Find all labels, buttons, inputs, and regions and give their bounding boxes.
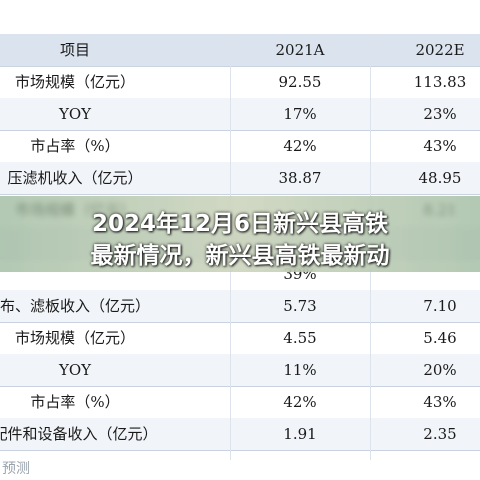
header-cell: 项目 bbox=[59, 41, 90, 59]
table-cell: 压滤机收入（亿元） bbox=[7, 169, 143, 187]
table-row: YOY 11% 20% bbox=[0, 354, 480, 387]
table-cell: 市占率（%） bbox=[30, 393, 120, 411]
table-cell: 23% bbox=[423, 105, 457, 123]
header-row: 项目 2021A 2022E bbox=[0, 34, 480, 67]
overlay-line: 最新情况，新兴县高铁最新动 bbox=[90, 243, 390, 269]
table-row: 市占率（%） 42% 43% bbox=[0, 130, 480, 163]
table-cell: 17% bbox=[283, 105, 317, 123]
table-row: 配件和设备收入（亿元） 1.91 2.35 bbox=[0, 418, 480, 451]
table-cell: 4.55 bbox=[283, 329, 317, 347]
table-cell: YOY bbox=[58, 361, 92, 379]
table-cell: 市场规模（亿元） bbox=[14, 73, 135, 91]
table-row: 市场规模（亿元） 92.55 113.83 bbox=[0, 66, 480, 99]
table-cell: 48.95 bbox=[418, 169, 462, 187]
table-cell: 市占率（%） bbox=[30, 137, 120, 155]
table-cell: 42% bbox=[283, 137, 317, 155]
table-cell: 1.91 bbox=[283, 425, 317, 443]
table-cell: 42% bbox=[283, 393, 317, 411]
table-cell: 92.55 bbox=[278, 73, 322, 91]
table-row: 市场规模（亿元） 4.55 5.46 bbox=[0, 322, 480, 355]
table-cell: 43% bbox=[423, 393, 457, 411]
table-row: 市占率（%） 42% 43% bbox=[0, 386, 480, 419]
table-cell: 5.46 bbox=[423, 329, 457, 347]
table-cell: 38.87 bbox=[278, 169, 322, 187]
table-footer: 预测 bbox=[2, 461, 30, 477]
header-cell: 2022E bbox=[415, 41, 465, 59]
table-row: 压滤机收入（亿元） 38.87 48.95 bbox=[0, 162, 480, 195]
table-row: 布、滤板收入（亿元） 5.73 7.10 bbox=[0, 290, 480, 323]
table-cell: 7.10 bbox=[423, 297, 457, 315]
table-cell: 43% bbox=[423, 137, 457, 155]
title-overlay: 2024年12月6日新兴县高铁 最新情况，新兴县高铁最新动 bbox=[0, 196, 480, 272]
overlay-line: 2024年12月6日新兴县高铁 bbox=[91, 211, 389, 237]
table-cell: 市场规模（亿元） bbox=[14, 329, 135, 347]
table-cell: 配件和设备收入（亿元） bbox=[0, 425, 158, 443]
table-cell: 20% bbox=[423, 361, 457, 379]
table-row: YOY 17% 23% bbox=[0, 98, 480, 131]
table-cell: 2.35 bbox=[423, 425, 457, 443]
table-cell: YOY bbox=[58, 105, 92, 123]
header-cell: 2021A bbox=[275, 41, 325, 59]
table-cell: 5.73 bbox=[283, 297, 317, 315]
table-cell: 布、滤板收入（亿元） bbox=[0, 297, 150, 315]
table-cell: 113.83 bbox=[413, 73, 467, 91]
table-cell: 11% bbox=[283, 361, 317, 379]
